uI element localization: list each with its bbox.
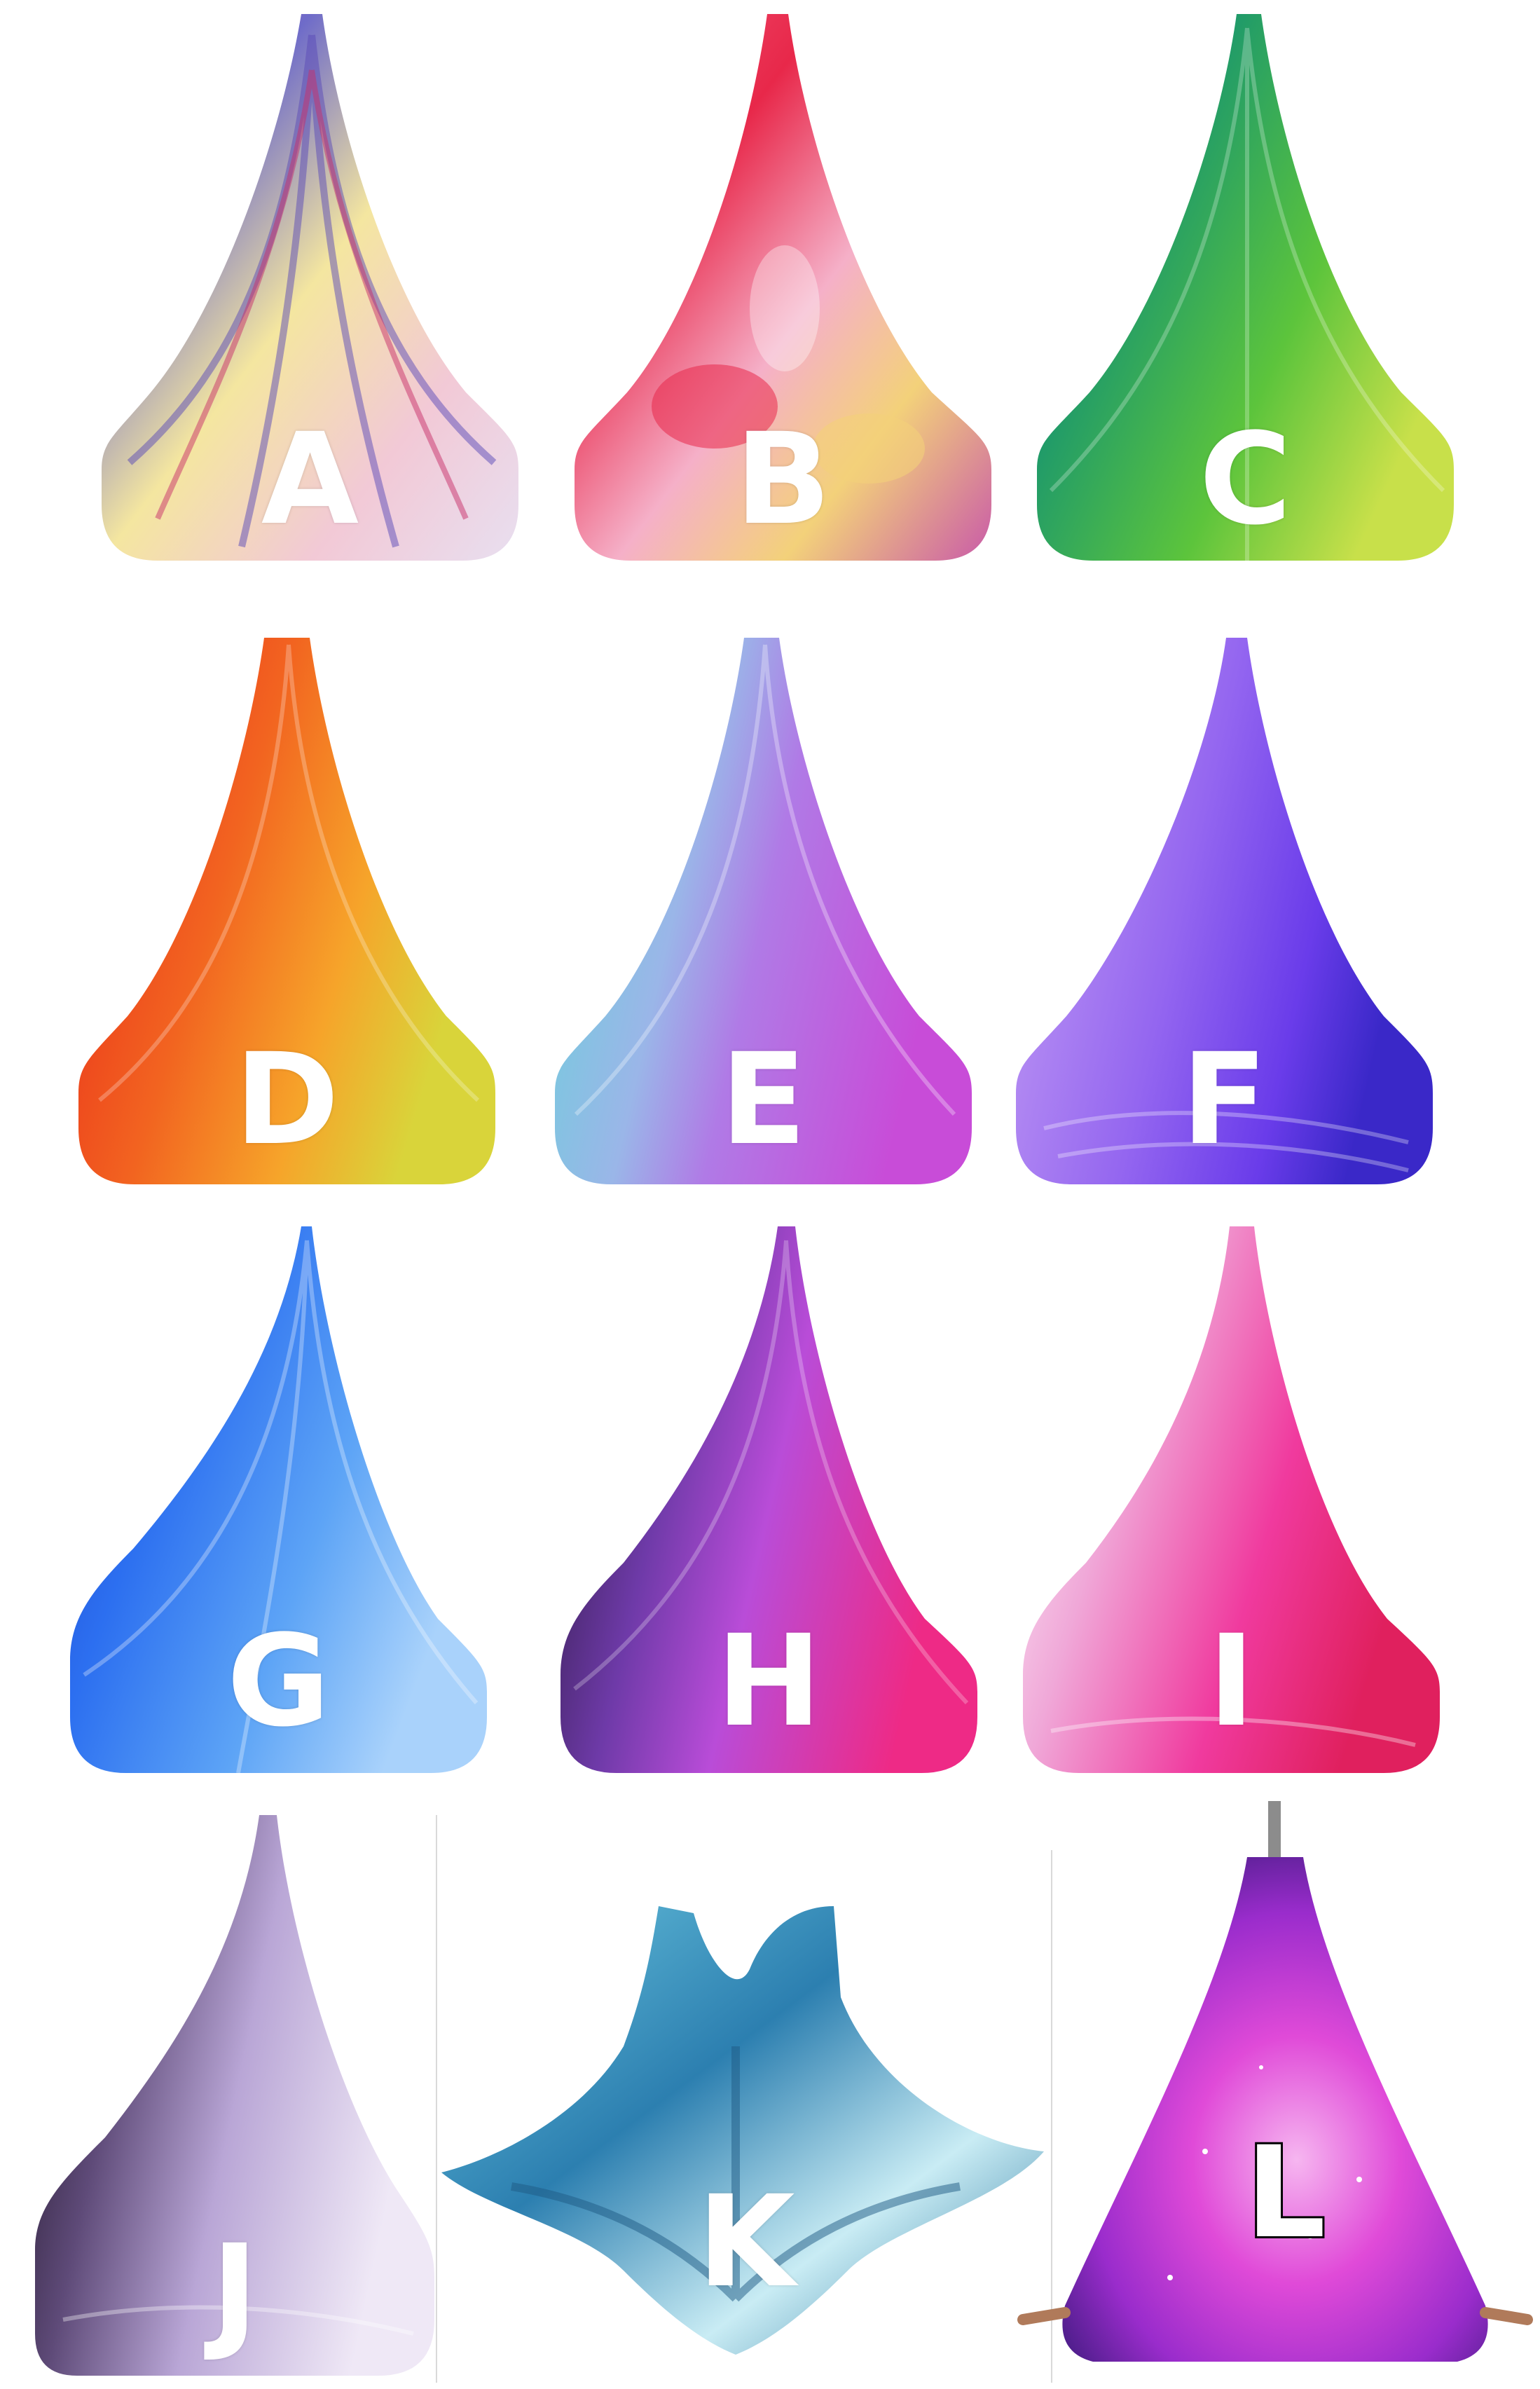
swatch-d-label: D (234, 1027, 340, 1173)
swatch-a-label: A (261, 406, 359, 553)
swatch-g-label: G (226, 1608, 331, 1755)
swatch-l[interactable]: L (995, 1801, 1534, 2362)
swatch-j[interactable]: J (35, 1815, 434, 2376)
fabric-f-image (1016, 638, 1433, 1184)
fabric-e-image (555, 638, 972, 1184)
swatch-e-label: E (720, 1027, 806, 1173)
fabric-d-image (78, 638, 495, 1184)
swatch-l-label: L (1244, 2120, 1328, 2266)
swatch-b[interactable]: B (575, 14, 991, 561)
swatch-k[interactable]: K (441, 1906, 1051, 2369)
swatch-f[interactable]: F (1016, 638, 1433, 1184)
fabric-g-image (70, 1226, 487, 1774)
divider-left (436, 1815, 437, 2383)
swatch-a[interactable]: A (102, 14, 518, 561)
swatch-d[interactable]: D (78, 638, 495, 1184)
fabric-a-image (102, 14, 518, 561)
fabric-b-image (575, 14, 991, 561)
divider-right (1051, 1850, 1052, 2383)
fabric-j-image (35, 1815, 434, 2376)
fabric-i-image (1023, 1226, 1440, 1773)
swatch-f-label: F (1181, 1027, 1267, 1173)
fabric-k-image (441, 1906, 1044, 2355)
swatch-i[interactable]: I (1023, 1226, 1440, 1773)
swatch-c[interactable]: C (1037, 14, 1454, 561)
swatch-b-label: B (734, 406, 832, 553)
swatch-k-label: K (697, 2169, 795, 2315)
swatch-c-label: C (1199, 406, 1292, 553)
fabric-h-image (561, 1226, 977, 1773)
swatch-j-label: J (211, 2218, 259, 2364)
swatch-i-label: I (1208, 1608, 1255, 1755)
swatch-e[interactable]: E (555, 638, 972, 1184)
fabric-c-image (1037, 14, 1454, 561)
swatch-h-label: H (716, 1608, 822, 1755)
swatch-g[interactable]: G (70, 1226, 487, 1774)
fabric-l-image (1017, 1801, 1533, 2362)
swatch-h[interactable]: H (561, 1226, 977, 1773)
